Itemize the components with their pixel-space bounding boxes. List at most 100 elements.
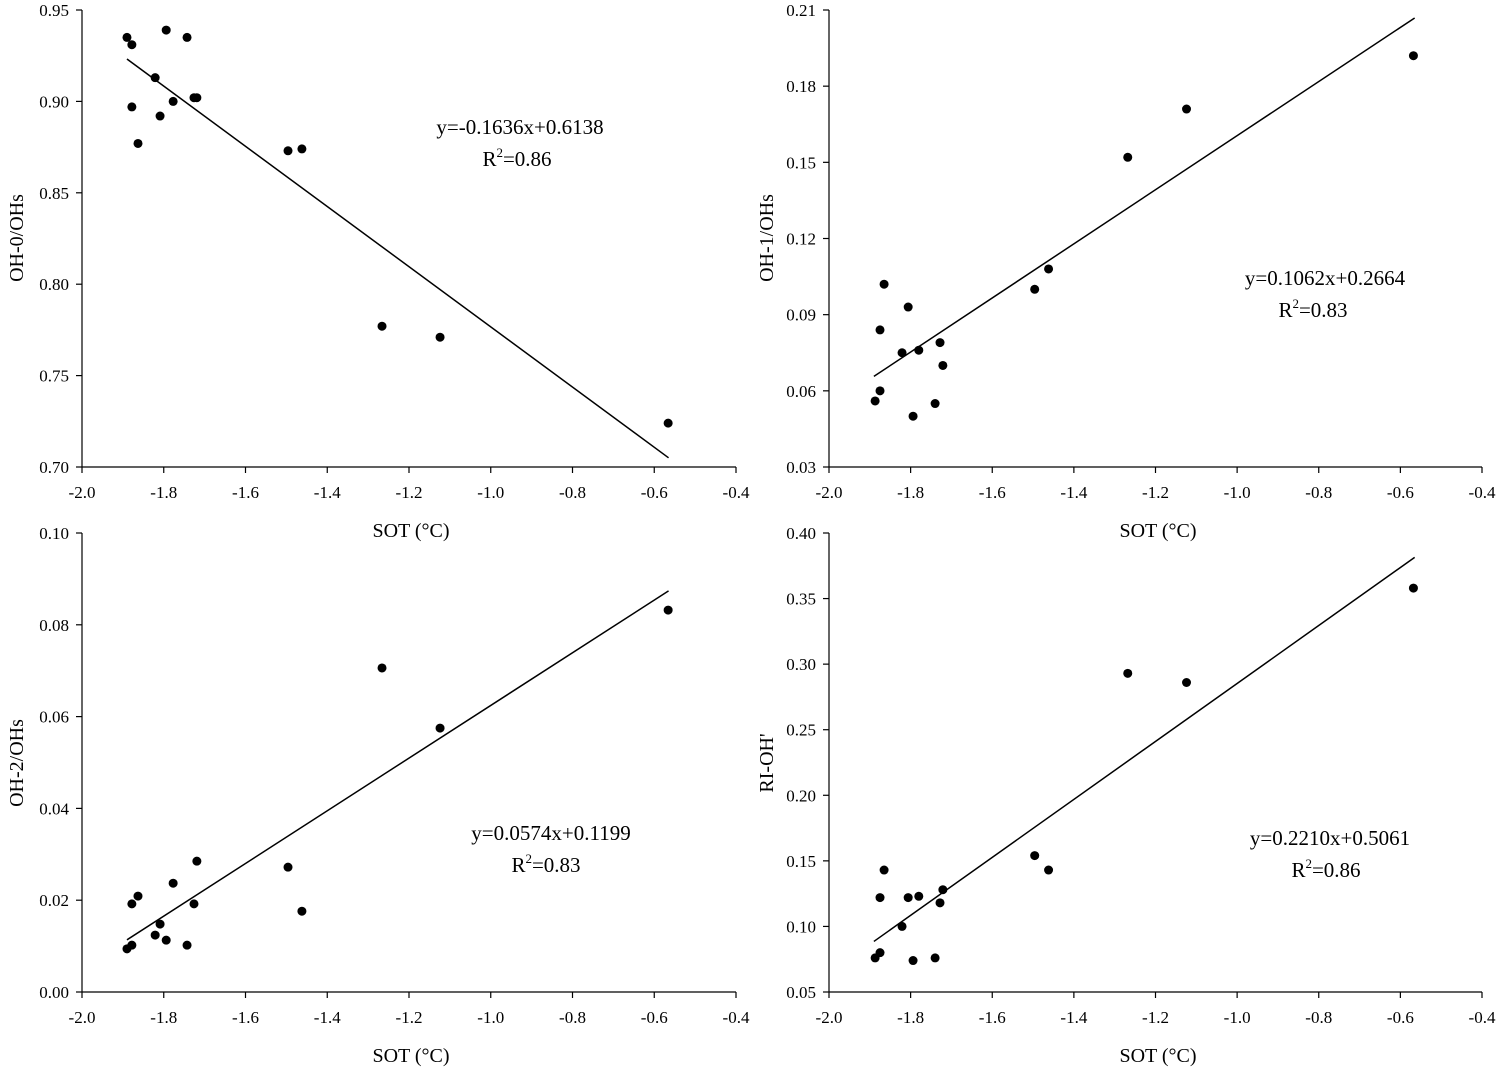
x-tick-label: -0.6: [1387, 483, 1414, 502]
r-squared-label: R2=0.86: [482, 145, 551, 171]
r2-superscript: 2: [496, 145, 503, 160]
data-point: [133, 891, 143, 901]
r2-value: =0.83: [532, 853, 581, 877]
y-tick-label: 0.06: [39, 708, 69, 727]
y-tick-label: 0.30: [786, 655, 816, 674]
x-tick-label: -1.4: [1060, 1008, 1087, 1027]
y-tick-label: 0.08: [39, 616, 69, 635]
data-point: [914, 891, 924, 901]
regression-equation: y=0.2210x+0.5061: [1250, 826, 1410, 850]
x-axis-label: SOT (°C): [1119, 1045, 1196, 1067]
panel-2: -2.0 -1.8 -1.6 -1.4 -1.2 -1.0 -0.8 -0.6 -0.4 0.03…: [756, 1, 1496, 542]
x-tick-label: -1.0: [477, 1008, 504, 1027]
data-point: [930, 953, 940, 963]
y-tick-label: 0.02: [39, 891, 69, 910]
x-tick-label: -0.4: [723, 1008, 750, 1027]
data-point: [935, 338, 945, 348]
x-tick-label: -1.2: [396, 1008, 423, 1027]
data-point: [297, 906, 307, 916]
x-tick-label: -1.4: [314, 1008, 341, 1027]
panel-1: -2.0 -1.8 -1.6 -1.4 -1.2 -1.0 -0.8 -0.6 -0.4 0.70…: [6, 1, 750, 542]
data-point: [930, 399, 940, 409]
data-point: [189, 899, 199, 909]
x-tick-label: -1.0: [1224, 483, 1251, 502]
y-tick-label: 0.85: [39, 184, 69, 203]
data-point: [435, 332, 445, 342]
y-tick-label: 0.20: [786, 786, 816, 805]
data-point: [297, 144, 307, 154]
data-point: [127, 899, 137, 909]
y-axis-label: OH-2/OHs: [6, 719, 28, 807]
y-tick-label: 0.06: [786, 382, 816, 401]
data-point: [127, 40, 137, 50]
data-point: [879, 279, 889, 289]
x-tick-label: -2.0: [69, 483, 96, 502]
data-point: [283, 146, 293, 156]
regression-equation: y=0.1062x+0.2664: [1245, 266, 1406, 290]
regression-equation: y=-0.1636x+0.6138: [436, 115, 603, 139]
y-tick-label: 0.09: [786, 306, 816, 325]
data-point: [938, 885, 948, 895]
data-point: [875, 893, 885, 903]
data-point: [935, 898, 945, 908]
data-point: [1182, 678, 1192, 688]
x-tick-label: -1.6: [232, 1008, 259, 1027]
x-tick-label: -1.0: [477, 483, 504, 502]
x-tick-label: -0.4: [1469, 1008, 1496, 1027]
data-point: [875, 948, 885, 958]
data-point: [875, 325, 885, 335]
data-point: [870, 396, 880, 406]
y-tick-label: 0.80: [39, 275, 69, 294]
x-tick-label: -1.6: [979, 483, 1006, 502]
data-point: [161, 935, 171, 945]
data-point: [1044, 865, 1054, 875]
data-point: [192, 93, 202, 103]
data-point: [1408, 583, 1418, 593]
data-point: [127, 102, 137, 112]
r2-superscript: 2: [1305, 856, 1312, 871]
data-point: [150, 73, 160, 83]
x-tick-label: -0.4: [1469, 483, 1496, 502]
y-tick-label: 0.21: [786, 1, 816, 20]
data-point: [914, 345, 924, 355]
data-point: [133, 138, 143, 148]
y-tick-label: 0.03: [786, 458, 816, 477]
data-point: [283, 862, 293, 872]
data-point: [377, 663, 387, 673]
x-axis-label: SOT (°C): [372, 1045, 449, 1067]
r-squared-label: R2=0.86: [1291, 856, 1360, 882]
y-tick-label: 0.15: [786, 852, 816, 871]
data-point: [908, 411, 918, 421]
x-tick-label: -0.4: [723, 483, 750, 502]
x-tick-label: -0.8: [559, 483, 586, 502]
data-point: [1123, 152, 1133, 162]
y-tick-label: 0.10: [786, 917, 816, 936]
y-tick-label: 0.00: [39, 983, 69, 1002]
y-tick-label: 0.75: [39, 367, 69, 386]
r2-prefix: R: [1291, 858, 1305, 882]
y-tick-label: 0.15: [786, 153, 816, 172]
data-point: [908, 956, 918, 966]
regression-line: [126, 58, 670, 459]
y-tick-label: 0.25: [786, 721, 816, 740]
y-tick-label: 0.95: [39, 1, 69, 20]
data-point: [192, 856, 202, 866]
x-tick-label: -0.8: [1305, 1008, 1332, 1027]
data-point: [903, 302, 913, 312]
r2-superscript: 2: [525, 851, 532, 866]
x-axis-label: SOT (°C): [1119, 520, 1196, 542]
data-point: [122, 32, 132, 42]
x-tick-label: -1.2: [396, 483, 423, 502]
data-point: [1123, 668, 1133, 678]
r2-prefix: R: [482, 147, 496, 171]
x-tick-label: -1.6: [979, 1008, 1006, 1027]
data-point: [879, 865, 889, 875]
r2-prefix: R: [511, 853, 525, 877]
data-point: [1030, 284, 1040, 294]
x-tick-label: -0.6: [1387, 1008, 1414, 1027]
x-tick-label: -0.6: [641, 483, 668, 502]
data-point: [435, 723, 445, 733]
y-tick-label: 0.12: [786, 230, 816, 249]
x-tick-label: -1.2: [1142, 483, 1169, 502]
